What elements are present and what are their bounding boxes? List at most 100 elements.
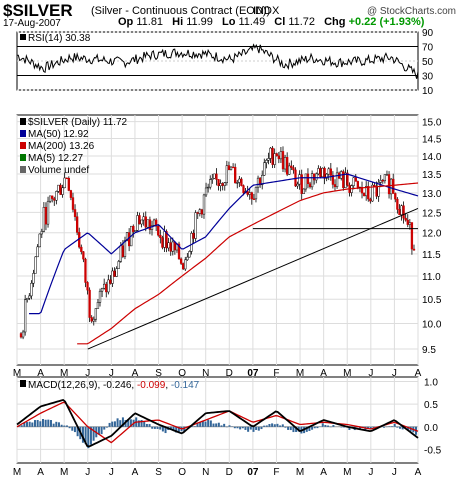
macd-histogram-bar: [73, 426, 76, 433]
price-bar-body: [225, 165, 229, 183]
macd-histogram-bar: [177, 426, 180, 433]
price-frame: [16, 114, 419, 366]
price-bar-body: [67, 177, 70, 191]
price-bar-body: [69, 190, 73, 198]
macd-histogram-bar: [351, 426, 354, 429]
price-plot: [19, 146, 419, 350]
macd-legend-sep2: ,: [131, 380, 137, 391]
price-y-tick-label: 12.5: [422, 208, 442, 219]
price-bar-body: [42, 207, 46, 232]
price-bar-body: [177, 243, 181, 260]
price-bar-body: [346, 172, 349, 186]
macd-x-tick-label: J: [368, 467, 373, 478]
macd-histogram-bar: [361, 426, 364, 428]
price-x-tick-label: A: [132, 368, 139, 379]
price-bar-body: [24, 299, 27, 333]
price-bar-body: [119, 245, 122, 262]
macd-histogram-bar: [55, 421, 58, 427]
price-bar-body: [367, 186, 370, 200]
macd-histogram-bar: [119, 420, 122, 427]
price-bar-body: [389, 178, 393, 195]
macd-histogram-bar: [212, 423, 215, 427]
rsi-frame: [16, 31, 419, 91]
price-bar-body: [246, 191, 249, 195]
macd-histogram-bar: [103, 426, 106, 430]
price-bar-body: [103, 283, 106, 289]
price-y-tick-label: 13.5: [422, 170, 442, 181]
macd-histogram-bar: [100, 426, 103, 435]
macd-histogram-bar: [95, 426, 98, 438]
price-bar-body: [51, 195, 54, 199]
price-bar-body: [169, 242, 172, 252]
macd-histogram-bar: [209, 420, 212, 427]
macd-histogram-bar: [345, 426, 348, 428]
price-bar-body: [123, 240, 127, 257]
price-bar-body: [196, 212, 199, 214]
high-label: Hi: [172, 16, 184, 28]
price-bar-body: [94, 308, 98, 320]
contract-description: (Silver - Continuous Contract (EOD)): [91, 5, 271, 17]
macd-histogram-bar: [348, 426, 351, 430]
macd-histogram-bar: [401, 426, 404, 430]
macd-histogram-bar: [169, 426, 172, 430]
price-bar-body: [65, 177, 68, 180]
macd-histogram-bar: [60, 424, 63, 427]
price-bar-body: [198, 209, 201, 214]
price-grid: [16, 115, 419, 365]
macd-histogram-bar: [33, 420, 36, 427]
macd-histogram-bar: [239, 426, 242, 430]
price-x-ticks: M A M J J A S O N D 07 F M A M J J A: [13, 368, 422, 379]
price-x-tick-label: M: [60, 368, 68, 379]
macd-histogram-bar: [68, 426, 71, 429]
price-legend-swatch: [20, 118, 26, 125]
price-bar-body: [231, 166, 235, 169]
price-bar-body: [30, 282, 33, 297]
macd-histogram-bar: [191, 426, 194, 427]
macd-histogram-bar: [308, 426, 311, 432]
rsi-y-tick-label: 50: [422, 57, 434, 68]
price-bar-body: [298, 174, 301, 185]
macd-histogram-bar: [391, 426, 394, 427]
macd-y-tick-label: 0.5: [424, 400, 438, 411]
macd-histogram-bar: [372, 426, 375, 428]
price-panel: $SILVER (Daily) 11.72 MA(50) 12.92 MA(20…: [13, 114, 442, 379]
price-bar-body: [269, 147, 272, 159]
macd-y-tick-label: 0.0: [424, 423, 438, 434]
price-x-tick-label: S: [155, 368, 162, 379]
price-bar-body: [107, 279, 110, 293]
macd-legend-text: MACD(12,26,9), -0.246, -0.099, -0.147: [28, 380, 200, 391]
macd-histogram-bar: [412, 426, 415, 433]
price-bar-body: [375, 186, 378, 197]
price-x-tick-label: J: [368, 368, 373, 379]
macd-histogram-bar: [273, 424, 276, 427]
macd-histogram-bar: [63, 425, 66, 427]
price-bar-body: [410, 222, 414, 250]
price-bar-body: [221, 183, 224, 186]
price-bar-body: [48, 195, 52, 202]
price-bar-body: [229, 166, 233, 170]
price-bar-body: [325, 173, 328, 179]
close-value: 11.72: [288, 16, 316, 28]
legend-silver: $SILVER (Daily) 11.72: [28, 117, 128, 128]
exchange-label: INDX: [253, 5, 280, 17]
price-bar-body: [348, 184, 351, 193]
price-bar-body: [319, 168, 322, 178]
macd-histogram-bar: [137, 420, 140, 427]
price-bar-body: [44, 207, 48, 225]
macd-histogram-bar: [148, 424, 151, 427]
macd-grid: [16, 377, 419, 463]
price-bar-body: [400, 205, 403, 215]
price-bar-body: [258, 177, 262, 186]
price-bar-body: [373, 184, 376, 187]
price-bar-body: [100, 288, 104, 292]
price-bar-body: [236, 182, 239, 184]
macd-x-tick-label: J: [109, 467, 114, 478]
macd-legend-swatch: [20, 380, 26, 387]
macd-histogram-bar: [241, 426, 244, 429]
price-y-tick-label: 15.0: [422, 118, 442, 129]
price-bar-body: [38, 233, 41, 248]
macd-histogram-bar: [84, 426, 87, 445]
rsi-legend-swatch: [20, 34, 26, 40]
macd-histogram-bar: [260, 426, 263, 430]
price-bar-body: [227, 165, 231, 170]
